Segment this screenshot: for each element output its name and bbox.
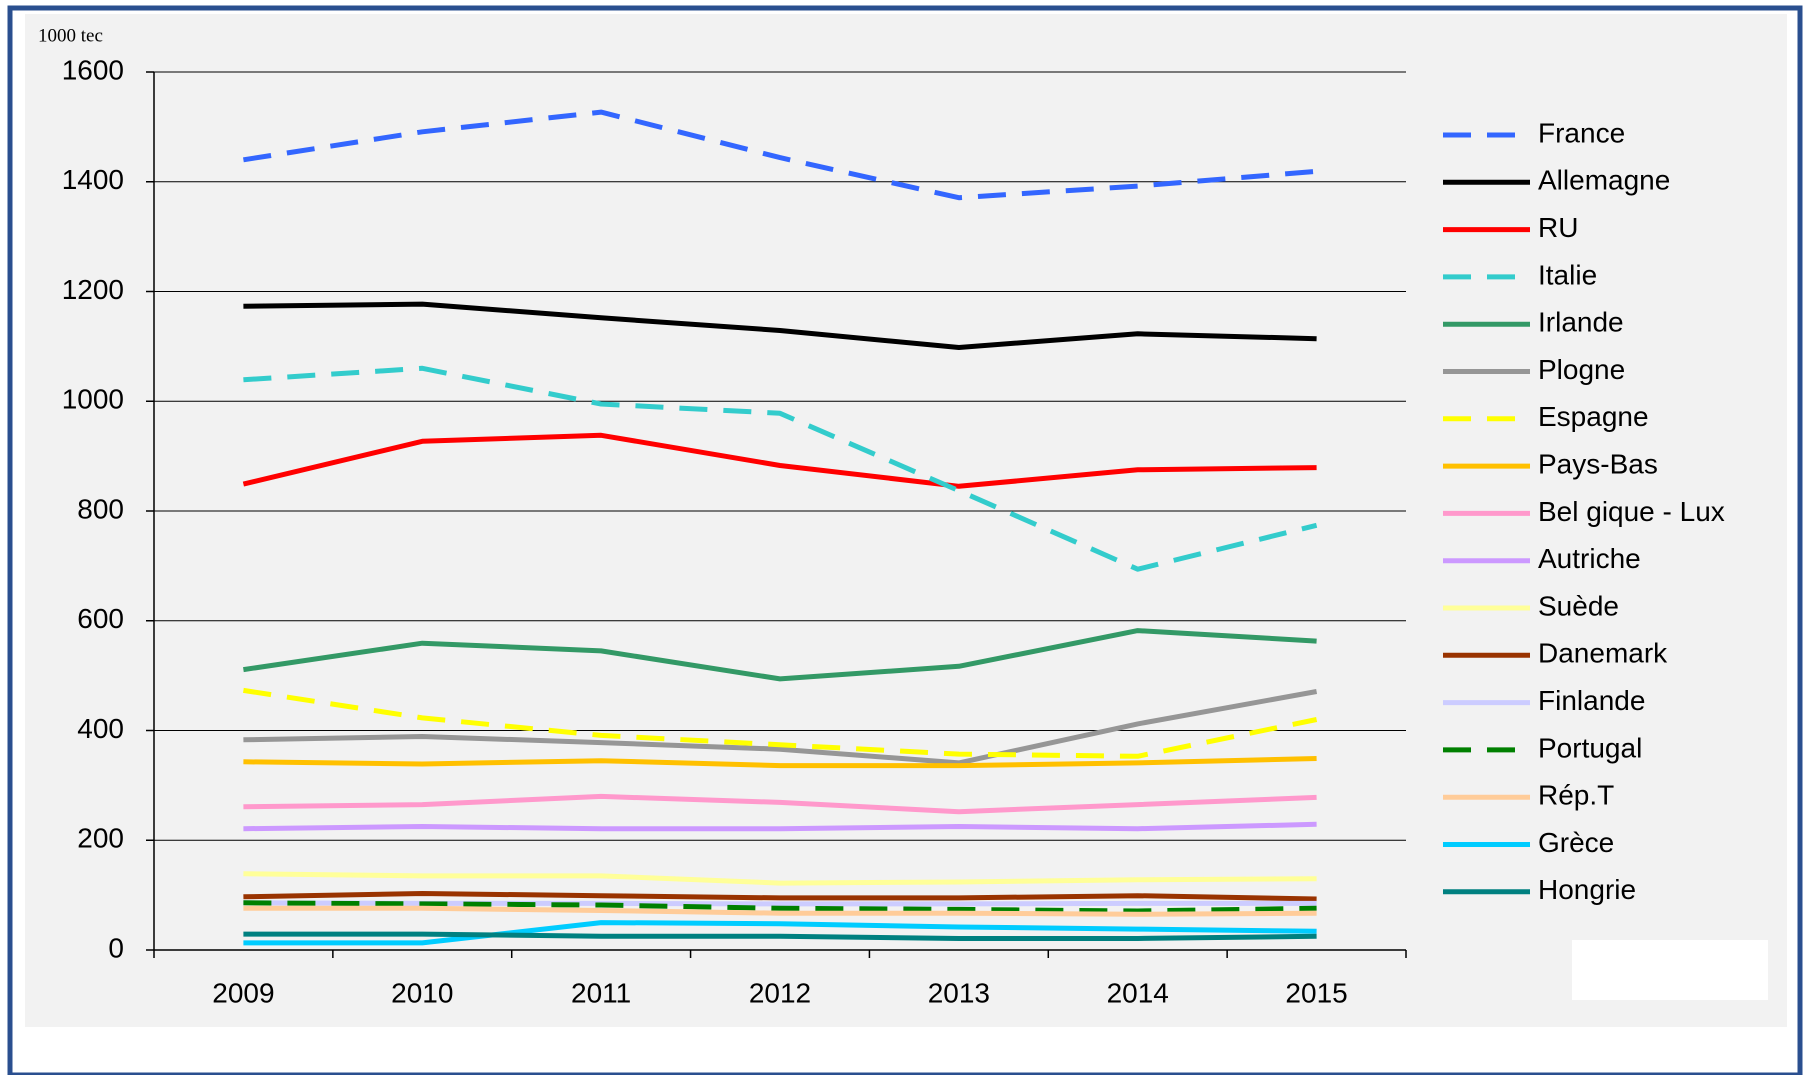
series-line <box>243 628 1317 682</box>
legend-label: Rép.T <box>1538 780 1614 811</box>
series-line <box>243 900 1317 907</box>
x-tick-label: 2012 <box>749 977 811 1008</box>
y-tick-label: 0 <box>108 932 124 963</box>
series-line <box>243 793 1317 815</box>
y-tick-label: 800 <box>77 493 124 524</box>
series-line <box>243 689 1318 766</box>
y-tick-label: 1600 <box>62 54 124 85</box>
y-unit-label: 1000 tec <box>38 25 103 46</box>
legend-label: Italie <box>1538 259 1597 290</box>
x-tick-label: 2014 <box>1107 977 1169 1008</box>
series-line <box>243 920 1317 946</box>
y-tick-label: 200 <box>77 823 124 854</box>
series-line <box>243 871 1317 886</box>
legend-label: Portugal <box>1538 732 1642 763</box>
series-line <box>243 821 1317 832</box>
legend-label: France <box>1538 117 1625 148</box>
series-line <box>243 905 1317 917</box>
x-tick-label: 2015 <box>1285 977 1347 1008</box>
x-tick-label: 2010 <box>391 977 453 1008</box>
legend-label: Irlande <box>1538 307 1624 338</box>
blank-box <box>1572 940 1768 1000</box>
legend-label: Espagne <box>1538 401 1649 432</box>
series-line <box>243 756 1317 769</box>
legend-label: Bel gique - Lux <box>1538 496 1725 527</box>
series-line <box>243 109 1317 201</box>
legend-label: Autriche <box>1538 543 1641 574</box>
y-tick-label: 400 <box>77 713 124 744</box>
legend-label: Pays-Bas <box>1538 448 1658 479</box>
series-line <box>243 687 1318 759</box>
series-line <box>242 432 1317 489</box>
legend-label: Danemark <box>1538 638 1668 669</box>
y-tick-label: 1200 <box>62 274 124 305</box>
legend-label: RU <box>1538 212 1578 243</box>
series-line <box>243 900 1317 914</box>
legend-label: Suède <box>1538 590 1619 621</box>
x-tick-label: 2013 <box>928 977 990 1008</box>
y-tick-label: 600 <box>77 603 124 634</box>
legend-label: Hongrie <box>1538 874 1636 905</box>
series-line <box>243 301 1317 350</box>
legend-label: Finlande <box>1538 685 1645 716</box>
y-tick-label: 1000 <box>62 384 124 415</box>
series-line <box>243 931 1317 941</box>
x-tick-label: 2009 <box>212 977 274 1008</box>
legend-label: Allemagne <box>1538 165 1670 196</box>
y-tick-label: 1400 <box>62 164 124 195</box>
x-tick-label: 2011 <box>571 977 631 1008</box>
legend-label: Grèce <box>1538 827 1614 858</box>
legend-label: Plogne <box>1538 354 1625 385</box>
series-line <box>243 365 1318 572</box>
series-line <box>243 891 1317 902</box>
